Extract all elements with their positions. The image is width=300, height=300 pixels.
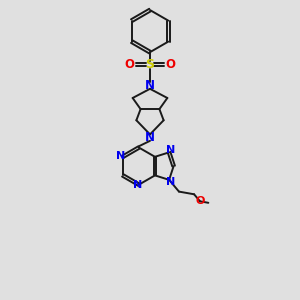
Text: N: N xyxy=(167,177,176,187)
Text: O: O xyxy=(195,196,205,206)
Text: S: S xyxy=(146,58,154,71)
Text: N: N xyxy=(145,131,155,144)
Text: N: N xyxy=(167,145,176,155)
Text: O: O xyxy=(166,58,176,71)
Text: N: N xyxy=(133,180,142,190)
Text: N: N xyxy=(145,79,155,92)
Text: O: O xyxy=(124,58,134,71)
Text: N: N xyxy=(116,151,125,160)
